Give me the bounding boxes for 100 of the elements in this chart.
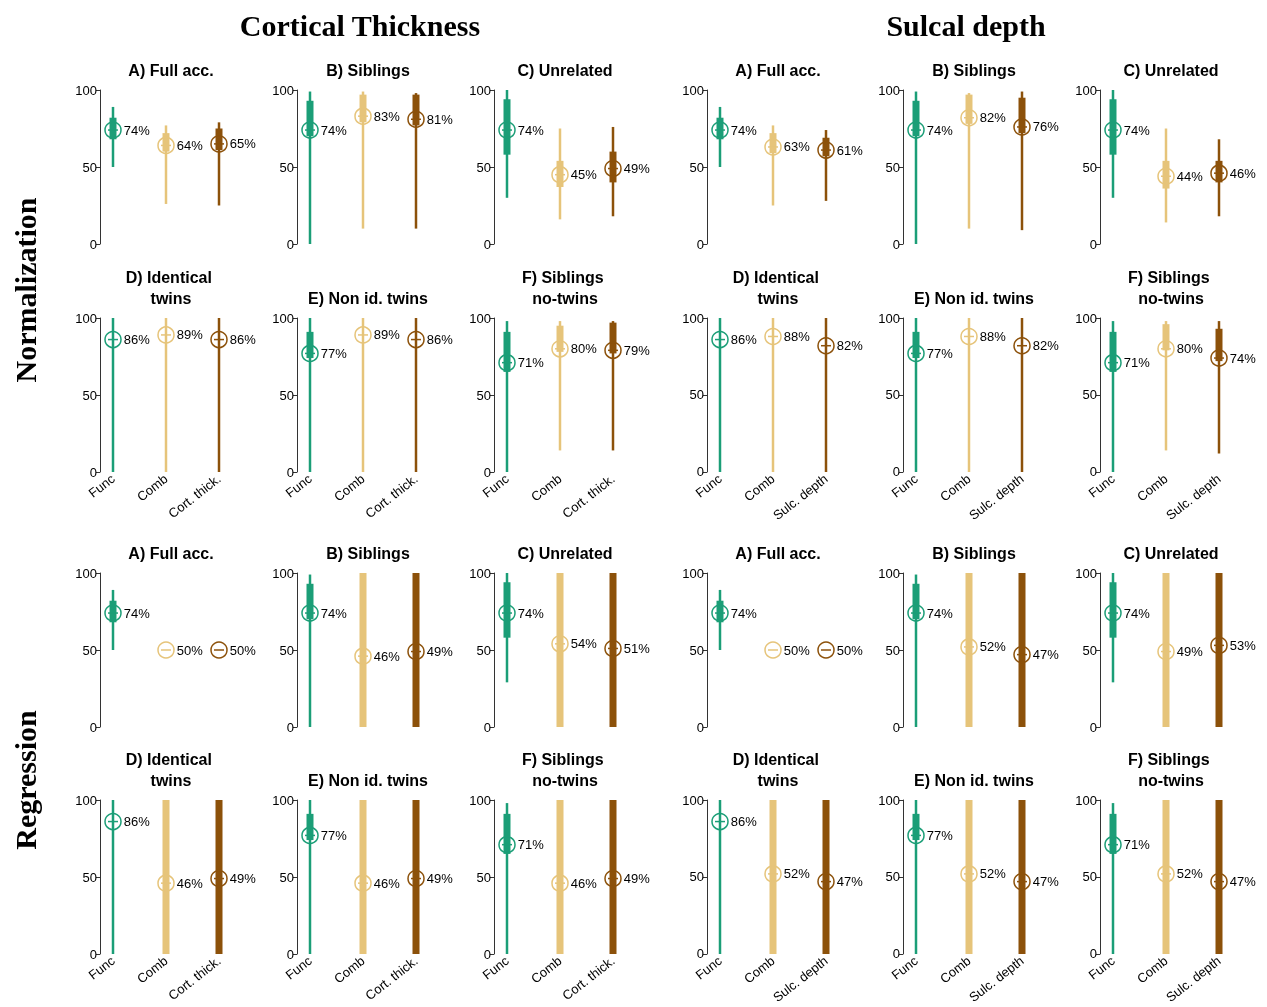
data-label: 74% <box>730 122 758 138</box>
data-label: 77% <box>926 827 954 843</box>
y-tick-label: 50 <box>1082 642 1097 658</box>
chart-title: B) Siblings <box>326 62 410 79</box>
point <box>604 869 622 888</box>
point <box>764 865 782 883</box>
data-label: 71% <box>517 837 545 853</box>
point <box>551 340 569 358</box>
data-label: 46% <box>176 875 204 891</box>
y-tick-label: 0 <box>286 464 294 480</box>
y-tick-label: 50 <box>476 642 491 658</box>
data-label: 89% <box>373 327 401 343</box>
data-label: 80% <box>1176 341 1204 357</box>
point <box>498 121 516 139</box>
y-tick-label: 50 <box>279 869 294 885</box>
point <box>498 604 516 622</box>
y-tick-label: 100 <box>469 565 491 581</box>
data-label: 46% <box>373 875 401 891</box>
y-tick-label: 100 <box>878 565 900 581</box>
point <box>551 165 569 184</box>
chart-title: C) Unrelated <box>517 62 613 79</box>
point <box>210 869 228 888</box>
chart-title: A) Full acc. <box>128 545 214 562</box>
point <box>157 874 175 892</box>
chart-title: B) Siblings <box>326 545 410 562</box>
chart-title: D) Identical twins <box>125 269 217 307</box>
y-tick-label: 50 <box>82 387 97 403</box>
data-label: 45% <box>570 167 598 183</box>
data-label: 63% <box>783 139 811 155</box>
y-tick-label: 100 <box>272 310 294 326</box>
y-tick-label: 50 <box>1082 159 1097 175</box>
data-label: 50% <box>229 642 257 658</box>
y-tick-label: 50 <box>476 869 491 885</box>
data-label: 74% <box>730 605 758 621</box>
y-tick-label: 0 <box>696 719 704 735</box>
y-tick-label: 100 <box>272 792 294 808</box>
point <box>711 121 729 139</box>
y-tick-label: 100 <box>75 310 97 326</box>
point <box>960 327 978 346</box>
point <box>301 604 319 622</box>
y-tick-label: 50 <box>689 642 704 658</box>
data-label: 47% <box>836 874 864 890</box>
y-tick-label: 100 <box>682 82 704 98</box>
y-tick-label: 0 <box>286 946 294 962</box>
chart-title: B) Siblings <box>932 545 1016 562</box>
point <box>960 638 978 656</box>
data-label: 46% <box>570 875 598 891</box>
y-tick-label: 100 <box>469 310 491 326</box>
data-label: 50% <box>836 642 864 658</box>
point <box>551 635 569 653</box>
y-tick-label: 100 <box>1075 565 1097 581</box>
point <box>907 826 925 845</box>
text: Cortical Thickness <box>239 8 481 42</box>
data-label: 52% <box>979 639 1007 655</box>
y-tick-label: 50 <box>689 387 704 403</box>
point <box>604 341 622 360</box>
point <box>407 869 425 888</box>
point <box>354 107 372 125</box>
chart-title: D) Identical twins <box>732 269 824 307</box>
point <box>907 121 925 139</box>
chart-title: F) Siblings no-twins <box>1127 269 1215 307</box>
point <box>1104 604 1122 622</box>
point <box>1210 164 1228 182</box>
y-tick-label: 50 <box>885 642 900 658</box>
data-label: 71% <box>1123 837 1151 853</box>
data-label: 54% <box>570 636 598 652</box>
y-tick-label: 100 <box>75 565 97 581</box>
point <box>764 327 782 346</box>
point <box>711 330 729 349</box>
data-label: 49% <box>426 644 454 660</box>
chart-title: F) Siblings no-twins <box>521 751 609 789</box>
point <box>907 344 925 363</box>
text: Normalization <box>8 197 42 383</box>
chart-title: E) Non id. twins <box>914 290 1035 307</box>
data-label: 74% <box>320 605 348 621</box>
data-label: 49% <box>623 871 651 887</box>
point <box>960 865 978 883</box>
y-tick-label: 0 <box>89 719 97 735</box>
data-label: 80% <box>570 341 598 357</box>
y-tick-label: 50 <box>279 387 294 403</box>
chart-title: A) Full acc. <box>128 62 214 79</box>
data-label: 81% <box>426 111 454 127</box>
point <box>711 812 729 831</box>
point <box>1157 340 1175 358</box>
data-label: 74% <box>320 122 348 138</box>
data-label: 52% <box>783 866 811 882</box>
point <box>1157 865 1175 883</box>
y-tick-label: 100 <box>469 82 491 98</box>
point <box>1157 167 1175 185</box>
data-label: 88% <box>979 328 1007 344</box>
data-label: 49% <box>426 871 454 887</box>
data-label: 74% <box>517 605 545 621</box>
y-tick-label: 0 <box>483 464 491 480</box>
y-tick-label: 50 <box>476 159 491 175</box>
y-tick-label: 100 <box>1075 82 1097 98</box>
y-tick-label: 0 <box>696 236 704 252</box>
point <box>498 353 516 372</box>
y-tick-label: 0 <box>892 236 900 252</box>
data-label: 74% <box>123 605 151 621</box>
point <box>354 326 372 344</box>
